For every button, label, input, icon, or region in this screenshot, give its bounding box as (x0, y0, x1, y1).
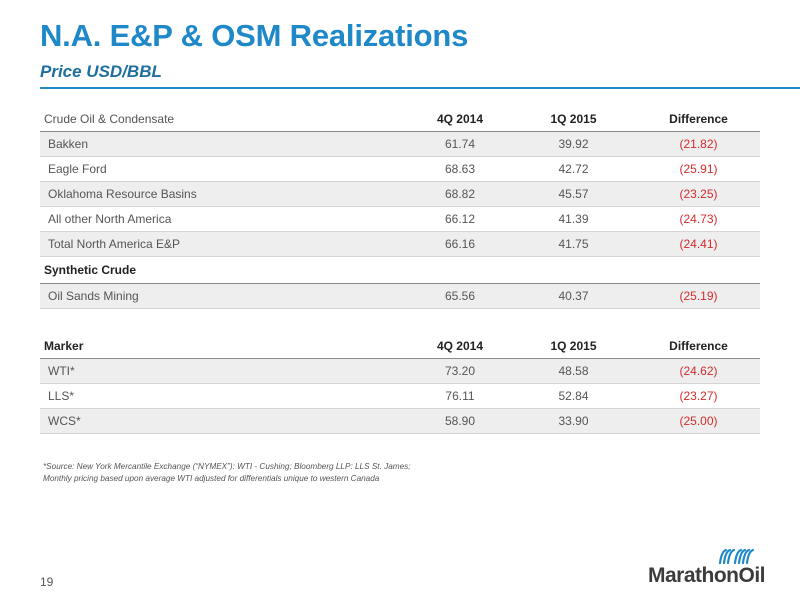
logo-wordmark: MarathonOil (648, 564, 766, 587)
footnote-line-2: Monthly pricing based upon average WTI a… (43, 474, 380, 483)
value-4q-2014: 65.56 (444, 289, 476, 303)
value-difference: (25.00) (679, 414, 718, 428)
value-4q-2014: 66.12 (444, 212, 476, 226)
table-row: WTI* 73.20 48.58 (24.62) (40, 358, 760, 384)
crude-oil-table: Crude Oil & Condensate 4Q 2014 1Q 2015 D… (40, 107, 760, 309)
value-1q-2015: 33.90 (558, 414, 589, 428)
value-4q-2014: 58.90 (444, 414, 476, 428)
value-difference: (24.62) (679, 364, 718, 378)
slide-subtitle: Price USD/BBL (40, 62, 162, 81)
table-row: WCS* 58.90 33.90 (25.00) (40, 408, 760, 434)
row-name: WCS* (48, 414, 81, 428)
value-1q-2015: 41.75 (558, 237, 589, 251)
table-row: Eagle Ford 68.63 42.72 (25.91) (40, 157, 760, 182)
column-header-1q-2015: 1Q 2015 (550, 112, 597, 126)
value-1q-2015: 45.57 (558, 187, 589, 201)
footnote-line-1: *Source: New York Mercantile Exchange (“… (43, 462, 411, 471)
value-difference: (23.27) (679, 389, 718, 403)
value-1q-2015: 41.39 (558, 212, 589, 226)
value-1q-2015: 42.72 (558, 162, 589, 176)
marathon-wave-icon (718, 548, 755, 565)
slide-title: N.A. E&P & OSM Realizations (40, 18, 469, 53)
column-header-name: Crude Oil & Condensate (44, 112, 175, 126)
column-header-difference: Difference (669, 112, 728, 126)
value-1q-2015: 52.84 (558, 389, 589, 403)
row-name: Total North America E&P (48, 237, 181, 251)
source-footnote: *Source: New York Mercantile Exchange (“… (43, 461, 411, 485)
value-4q-2014: 61.74 (444, 137, 476, 151)
value-1q-2015: 39.92 (558, 137, 589, 151)
column-header-1q-2015: 1Q 2015 (550, 339, 597, 353)
row-name: Bakken (48, 137, 89, 151)
value-difference: (24.73) (679, 212, 718, 226)
marker-table: Marker 4Q 2014 1Q 2015 Difference WTI* 7… (40, 334, 760, 434)
value-4q-2014: 76.11 (445, 389, 475, 403)
value-difference: (25.91) (679, 162, 718, 176)
row-name: Oklahoma Resource Basins (48, 187, 197, 201)
section-header-row: Synthetic Crude (40, 257, 760, 284)
value-4q-2014: 66.16 (444, 237, 476, 251)
column-header-difference: Difference (669, 339, 728, 353)
value-difference: (25.19) (679, 289, 718, 303)
value-1q-2015: 40.37 (558, 289, 589, 303)
value-difference: (24.41) (679, 237, 718, 251)
table-row: Oklahoma Resource Basins 68.82 45.57 (23… (40, 181, 760, 207)
row-name: All other North America (48, 212, 172, 226)
row-name: LLS* (48, 389, 75, 403)
row-name: WTI* (48, 364, 75, 378)
value-1q-2015: 48.58 (558, 364, 589, 378)
table-row-total: Total North America E&P 66.16 41.75 (24.… (40, 231, 760, 257)
table-row: Oil Sands Mining 65.56 40.37 (25.19) (40, 283, 760, 309)
value-difference: (21.82) (679, 137, 718, 151)
table-row: LLS* 76.11 52.84 (23.27) (40, 384, 760, 409)
table-row: All other North America 66.12 41.39 (24.… (40, 207, 760, 232)
table-header-row: Marker 4Q 2014 1Q 2015 Difference (40, 334, 760, 359)
table-header-row: Crude Oil & Condensate 4Q 2014 1Q 2015 D… (40, 107, 760, 132)
row-name: Eagle Ford (48, 162, 107, 176)
table-row: Bakken 61.74 39.92 (21.82) (40, 131, 760, 157)
company-logo: MarathonOil (648, 547, 766, 591)
value-difference: (23.25) (679, 187, 718, 201)
value-4q-2014: 68.82 (444, 187, 476, 201)
column-header-name: Marker (44, 339, 84, 353)
value-4q-2014: 73.20 (444, 364, 476, 378)
column-header-4q-2014: 4Q 2014 (436, 339, 484, 353)
column-header-4q-2014: 4Q 2014 (436, 112, 484, 126)
title-divider (40, 87, 800, 89)
row-name: Oil Sands Mining (48, 289, 139, 303)
value-4q-2014: 68.63 (444, 162, 476, 176)
page-number: 19 (40, 575, 54, 589)
section-label-synthetic-crude: Synthetic Crude (44, 263, 137, 277)
